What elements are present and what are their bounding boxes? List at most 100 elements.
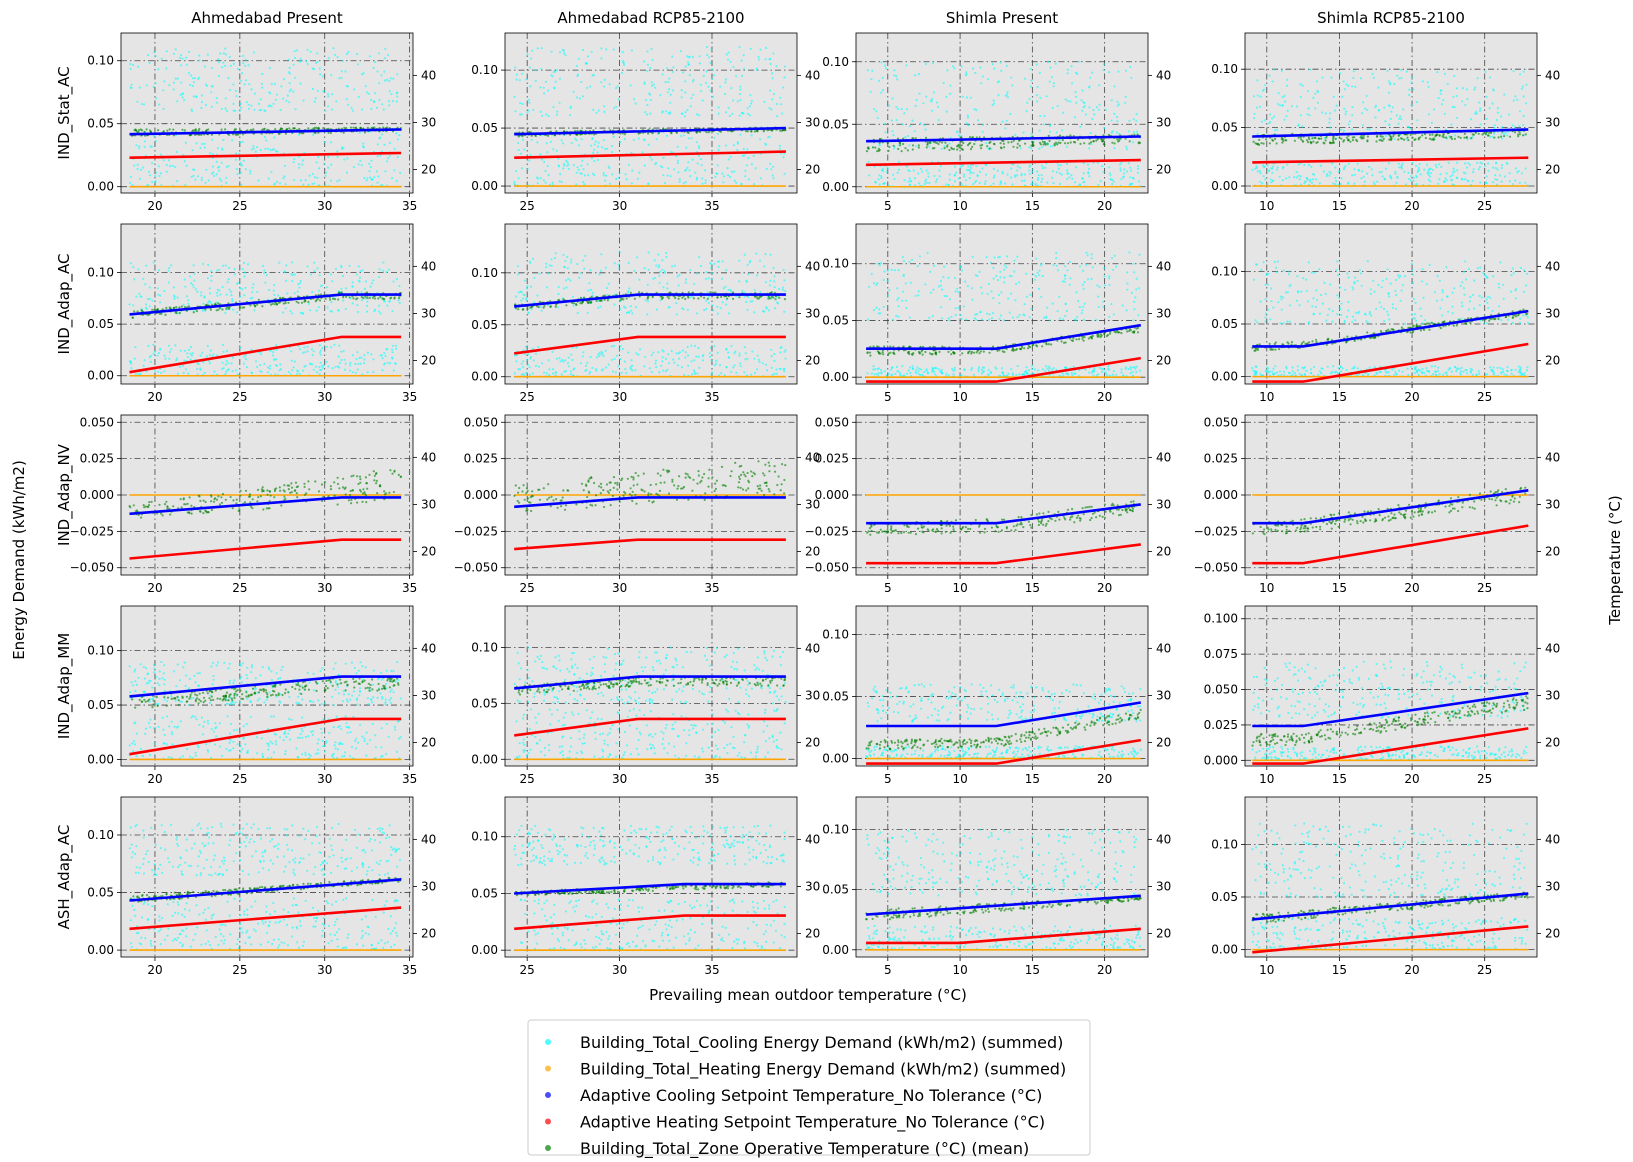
cooling-point [343,754,346,758]
operative-point [695,131,698,134]
y-tick-label-right: 20 [421,162,436,176]
cooling-point [267,924,270,927]
cooling-point [241,827,245,830]
cooling-point [139,747,142,751]
cooling-point [154,140,157,143]
cooling-point [293,179,296,182]
cooling-point [152,343,155,346]
operative-point [224,888,227,892]
cooling-point [193,77,197,80]
cooling-point [228,662,232,665]
operative-point [166,507,169,510]
cooling-point [155,873,158,877]
cooling-point [244,58,247,62]
cooling-point [329,141,333,144]
operative-point [237,509,240,513]
cooling-point [391,929,394,933]
cooling-point [565,369,568,373]
cooling-point [250,905,253,908]
cooling-point [224,363,227,366]
cooling-point [645,113,649,116]
cooling-point [720,372,723,375]
cooling-point [308,756,311,759]
operative-point [239,689,242,692]
cooling-point [745,164,749,167]
cooling-point [210,274,213,278]
cooling-point [346,85,350,88]
cooling-point [162,107,165,110]
cooling-point [398,284,401,288]
cooling-point [739,365,742,368]
operative-point [322,495,325,498]
cooling-point [204,83,208,86]
cooling-point [206,277,209,280]
operative-point [213,498,216,501]
operative-point [298,685,301,688]
cooling-point [331,848,334,851]
cooling-point [259,98,262,101]
operative-point [161,308,164,311]
cooling-point [273,183,276,186]
cooling-point [181,96,184,99]
cooling-point [564,259,567,262]
cooling-point [138,86,141,89]
cooling-point [689,175,692,178]
operative-point [583,296,586,299]
cooling-point [555,357,559,360]
cooling-point [179,941,182,944]
operative-point [218,306,221,309]
cooling-point [393,169,396,172]
operative-point [675,131,678,134]
operative-point [351,489,354,492]
cooling-point [340,727,343,731]
operative-point [176,695,179,698]
cooling-point [610,145,614,148]
operative-point [271,685,275,688]
cooling-point [622,61,625,64]
cooling-point [306,869,309,872]
cooling-point [288,101,291,104]
cooling-point [176,77,179,80]
cooling-point [387,100,390,103]
operative-point [336,683,339,686]
cooling-point [363,361,366,365]
operative-point [249,505,253,508]
cooling-point [224,264,227,267]
cooling-point [563,287,566,290]
cooling-point [291,926,294,929]
operative-point [260,488,263,491]
cooling-point [168,357,171,360]
cooling-point [142,863,145,866]
plot-area [505,224,797,384]
cooling-point [176,663,179,666]
operative-point [183,129,186,132]
cooling-point [361,108,364,111]
cooling-point [181,913,184,916]
cooling-point [246,908,249,911]
cooling-point [359,723,362,726]
operative-point [317,490,321,493]
cooling-point [215,735,218,738]
cooling-point [301,716,304,719]
cooling-point [359,362,362,365]
row-label: IND_Adap_NV [55,443,74,546]
operative-point [155,695,158,699]
operative-point [222,889,225,892]
cooling-point [747,273,750,276]
cooling-point [619,344,622,348]
cooling-point [301,698,304,701]
cooling-point [577,168,581,171]
operative-point [329,485,332,488]
cooling-point [395,931,398,935]
cooling-point [131,184,134,187]
cooling-point [353,88,356,91]
cooling-point [276,150,279,153]
cooling-point [586,86,589,89]
cooling-point [259,674,262,677]
cooling-point [758,259,762,262]
operative-point [377,297,380,300]
cooling-point [164,357,167,360]
cooling-point [693,359,696,362]
cooling-point [540,158,544,161]
cooling-point [630,152,633,155]
